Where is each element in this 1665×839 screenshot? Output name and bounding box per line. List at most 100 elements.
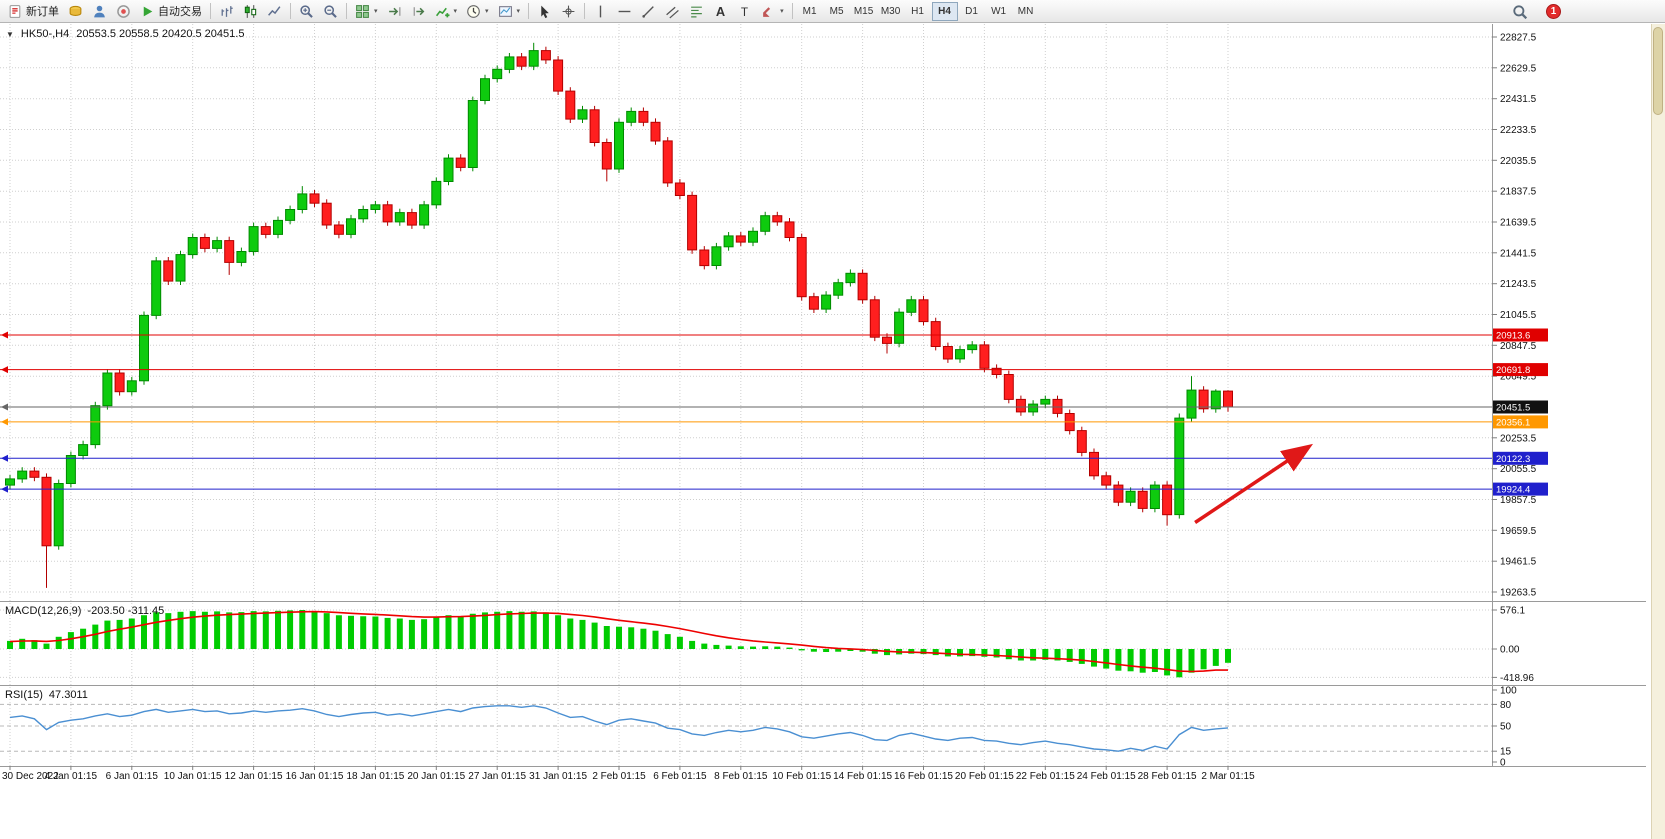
candle[interactable] (991, 364, 1002, 379)
candle[interactable] (236, 247, 247, 267)
candle[interactable] (906, 295, 917, 317)
channel-button[interactable] (661, 1, 684, 21)
candle[interactable] (601, 138, 612, 182)
candle[interactable] (553, 56, 564, 95)
candle[interactable] (1223, 390, 1233, 412)
trendline-button[interactable] (637, 1, 660, 21)
cursor-button[interactable] (533, 1, 556, 21)
candle[interactable] (1149, 481, 1160, 513)
candle[interactable] (589, 105, 600, 147)
timeframe-m15[interactable]: M15 (851, 2, 877, 21)
candle[interactable] (1137, 487, 1148, 513)
candle[interactable] (528, 42, 539, 71)
timeframe-h1[interactable]: H1 (905, 2, 931, 21)
candle[interactable] (930, 317, 941, 351)
candle[interactable] (1028, 400, 1039, 416)
candle[interactable] (821, 291, 832, 313)
fibonacci-button[interactable] (685, 1, 708, 21)
candle[interactable] (748, 227, 758, 247)
candle[interactable] (1125, 487, 1136, 507)
candle[interactable] (199, 233, 210, 253)
candle[interactable] (309, 190, 320, 208)
candle[interactable] (760, 211, 771, 236)
candle[interactable] (577, 105, 588, 123)
candle[interactable] (942, 342, 953, 363)
zoom-in-button[interactable] (295, 1, 318, 21)
profile-button[interactable] (88, 1, 111, 21)
candle[interactable] (394, 208, 405, 226)
candle[interactable] (467, 96, 478, 172)
chart-shift-button[interactable] (407, 1, 430, 21)
hline-20691-8[interactable] (0, 366, 1492, 374)
candle[interactable] (869, 295, 880, 342)
candle[interactable] (78, 440, 89, 460)
candle[interactable] (114, 369, 125, 396)
hline-20356-1[interactable] (0, 418, 1492, 426)
candle[interactable] (845, 269, 856, 287)
label-button[interactable]: T (733, 1, 756, 21)
new-order-button[interactable]: 新订单 (4, 1, 63, 21)
candle[interactable] (126, 376, 137, 396)
candle[interactable] (1089, 448, 1099, 480)
candle[interactable] (882, 333, 892, 354)
candlestick-chart-button[interactable] (239, 1, 262, 21)
templates-button[interactable]: ▾ (494, 1, 525, 21)
timeframe-w1[interactable]: W1 (986, 2, 1012, 21)
candle[interactable] (419, 200, 430, 229)
notification-badge[interactable]: 1 (1546, 4, 1561, 19)
candle[interactable] (53, 479, 64, 550)
candle[interactable] (967, 341, 978, 354)
shapes-button[interactable]: ▾ (757, 1, 788, 21)
candle[interactable] (1101, 471, 1112, 489)
vertical-scrollbar[interactable] (1651, 24, 1665, 839)
candle[interactable] (17, 467, 28, 483)
text-button[interactable]: A (709, 1, 732, 21)
candle[interactable] (443, 154, 454, 186)
candle[interactable] (808, 292, 819, 313)
auto-scroll-button[interactable] (383, 1, 406, 21)
candle[interactable] (102, 369, 113, 410)
candle[interactable] (711, 242, 722, 270)
candle[interactable] (918, 295, 929, 326)
candle[interactable] (687, 191, 698, 254)
candle[interactable] (857, 269, 868, 304)
candle[interactable] (540, 46, 551, 64)
candle[interactable] (565, 87, 576, 123)
candle[interactable] (735, 232, 746, 247)
candle[interactable] (1113, 481, 1124, 507)
candle[interactable] (699, 246, 710, 270)
timeframe-d1[interactable]: D1 (959, 2, 985, 21)
candle[interactable] (1198, 386, 1209, 413)
trend-arrow[interactable] (1194, 443, 1314, 524)
candle[interactable] (382, 200, 393, 226)
candle[interactable] (90, 401, 101, 449)
candle[interactable] (723, 232, 734, 251)
candle[interactable] (1003, 370, 1014, 404)
candle[interactable] (979, 341, 990, 373)
candle[interactable] (285, 205, 296, 225)
candle[interactable] (297, 186, 308, 214)
candle[interactable] (248, 222, 259, 256)
timeframe-m1[interactable]: M1 (797, 2, 823, 21)
timeframe-h4[interactable]: H4 (931, 1, 958, 21)
candle[interactable] (1162, 481, 1173, 526)
candle[interactable] (321, 199, 332, 229)
periods-button[interactable]: ▾ (462, 1, 493, 21)
candle[interactable] (151, 257, 162, 320)
bar-chart-button[interactable] (215, 1, 238, 21)
candle[interactable] (516, 53, 527, 71)
timeframe-m30[interactable]: M30 (878, 2, 904, 21)
candle[interactable] (492, 65, 503, 83)
vertical-line-button[interactable] (589, 1, 612, 21)
candle[interactable] (139, 311, 149, 385)
hline-20122-3[interactable] (0, 454, 1492, 462)
candle[interactable] (650, 118, 661, 145)
candle[interactable] (163, 257, 174, 285)
candle[interactable] (224, 236, 235, 275)
auto-trading-button[interactable]: 自动交易 (136, 1, 206, 21)
candle[interactable] (41, 473, 52, 588)
candle[interactable] (1015, 395, 1026, 416)
search-button[interactable] (1508, 2, 1532, 22)
